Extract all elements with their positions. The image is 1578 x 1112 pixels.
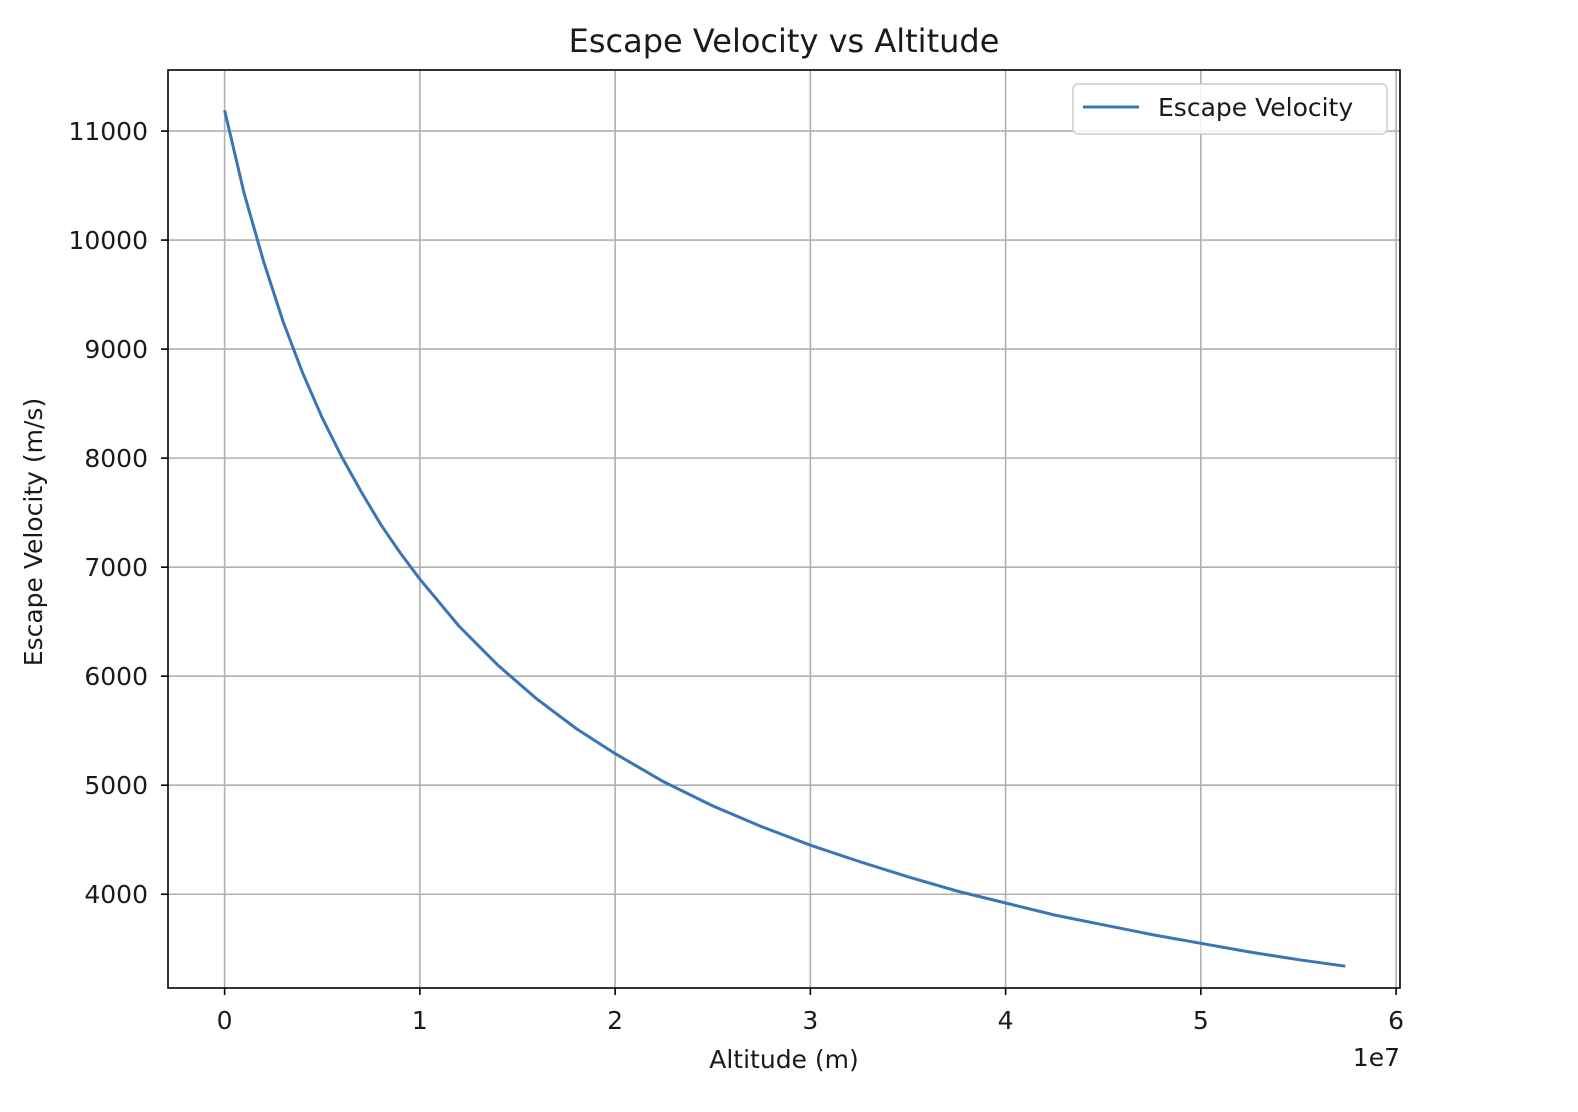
legend-box <box>1072 83 1388 135</box>
x-tick-label: 0 <box>217 1006 233 1035</box>
series-line-escape-velocity <box>223 109 1346 968</box>
y-tick-label: 6000 <box>84 662 148 691</box>
y-tick-label: 4000 <box>84 880 148 909</box>
y-tick-label: 8000 <box>84 444 148 473</box>
chart-title: Escape Velocity vs Altitude <box>569 22 1000 60</box>
y-tick-label: 10000 <box>68 226 148 255</box>
series-layer <box>223 109 1346 968</box>
ticks: 0 1 2 3 4 5 6 4000 5000 6000 7000 8000 9000 10000 1100… <box>68 117 1404 1035</box>
x-tick-label: 5 <box>1193 1006 1209 1035</box>
x-axis-label: Altitude (m) <box>709 1045 859 1074</box>
y-tick-label: 9000 <box>84 335 148 364</box>
y-axis-label: Escape Velocity (m/s) <box>19 398 48 666</box>
legend-label: Escape Velocity <box>1158 93 1353 122</box>
x-tick-label: 1 <box>412 1006 428 1035</box>
x-tick-label: 4 <box>998 1006 1014 1035</box>
x-tick-label: 2 <box>607 1006 623 1035</box>
y-tick-label: 7000 <box>84 553 148 582</box>
x-tick-label: 3 <box>802 1006 818 1035</box>
x-tick-label: 6 <box>1388 1006 1404 1035</box>
y-tick-label: 5000 <box>84 771 148 800</box>
plot-frame <box>167 69 1401 989</box>
x-axis-offset-label: 1e7 <box>1353 1043 1400 1072</box>
grid <box>168 70 1400 988</box>
legend: Escape Velocity <box>1072 83 1388 135</box>
y-tick-label: 11000 <box>68 117 148 146</box>
